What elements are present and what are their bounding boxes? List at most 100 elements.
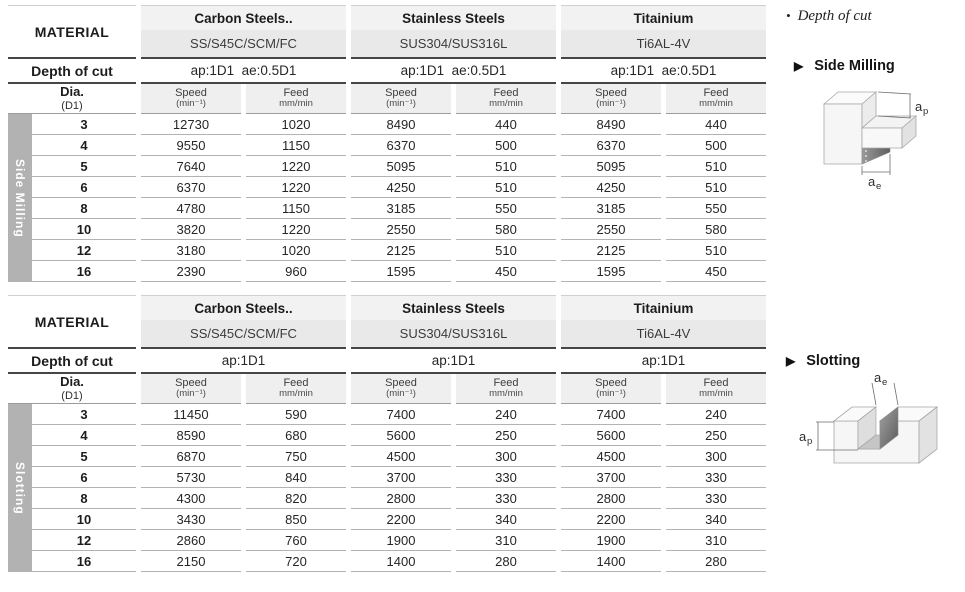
cutting-conditions-table: MATERIAL Carbon Steels.. Stainless Steel…: [8, 5, 766, 282]
speed-unit: (min⁻¹): [386, 388, 416, 400]
speed-header: Speed (min⁻¹): [561, 84, 661, 114]
data-cell: 550: [666, 198, 766, 219]
data-cell: 550: [456, 198, 556, 219]
data-cell: 280: [666, 551, 766, 572]
feed-unit: mm/min: [699, 98, 733, 110]
data-cell: 1900: [561, 530, 661, 551]
data-cell: 1400: [351, 551, 451, 572]
feed-header: Feed mm/min: [246, 84, 346, 114]
data-cell: 3820: [141, 219, 241, 240]
triangle-marker-icon: ▶: [786, 354, 796, 368]
depth-of-cut-header: Depth of cut: [8, 57, 136, 84]
dia-cell: 6: [32, 467, 136, 488]
data-cell: 330: [456, 488, 556, 509]
data-cell: 2125: [561, 240, 661, 261]
data-cell: 1220: [246, 156, 346, 177]
data-cell: 11450: [141, 404, 241, 425]
material-group-name: Carbon Steels..: [141, 295, 346, 320]
data-cell: 1900: [351, 530, 451, 551]
ae-label: a: [868, 174, 876, 189]
depth-of-cut-note: • Depth of cut: [780, 8, 965, 25]
depth-of-cut-value: ap:1D1: [141, 347, 346, 374]
slotting-heading: ▶ Slotting: [786, 353, 948, 369]
dia-cell: 6: [32, 177, 136, 198]
speed-unit: (min⁻¹): [596, 388, 626, 400]
feed-unit: mm/min: [279, 388, 313, 400]
data-cell: 2200: [561, 509, 661, 530]
dia-cell: 12: [32, 530, 136, 551]
speed-label: Speed: [595, 87, 627, 100]
speed-header: Speed (min⁻¹): [561, 374, 661, 404]
data-cell: 240: [666, 404, 766, 425]
data-cell: 330: [456, 467, 556, 488]
data-cell: 250: [456, 425, 556, 446]
side-milling-section: ▶ Side Milling: [794, 58, 937, 190]
dia-cell: 4: [32, 425, 136, 446]
dia-label: Dia.: [60, 374, 84, 390]
material-group-name: Titainium: [561, 5, 766, 30]
material-header: MATERIAL: [8, 295, 136, 347]
data-cell: 580: [666, 219, 766, 240]
feed-header: Feed mm/min: [456, 374, 556, 404]
data-cell: 450: [666, 261, 766, 282]
data-cell: 1020: [246, 240, 346, 261]
dia-cell: 12: [32, 240, 136, 261]
data-cell: 1220: [246, 219, 346, 240]
dia-label: Dia.: [60, 84, 84, 100]
data-cell: 2200: [351, 509, 451, 530]
data-cell: 850: [246, 509, 346, 530]
slotting-title: Slotting: [806, 353, 861, 369]
data-cell: 4300: [141, 488, 241, 509]
depth-of-cut-value: ap:1D1 ae:0.5D1: [561, 57, 766, 84]
dia-cell: 8: [32, 488, 136, 509]
data-cell: 960: [246, 261, 346, 282]
data-cell: 720: [246, 551, 346, 572]
bullet-icon: •: [786, 8, 791, 23]
data-cell: 500: [456, 135, 556, 156]
feed-header: Feed mm/min: [246, 374, 346, 404]
feed-unit: mm/min: [279, 98, 313, 110]
data-cell: 840: [246, 467, 346, 488]
ap-label: a: [915, 99, 923, 114]
data-cell: 240: [456, 404, 556, 425]
data-cell: 2550: [351, 219, 451, 240]
data-cell: 8590: [141, 425, 241, 446]
speed-unit: (min⁻¹): [176, 98, 206, 110]
data-cell: 2550: [561, 219, 661, 240]
ap-label: a: [799, 429, 807, 444]
dia-cell: 16: [32, 261, 136, 282]
data-cell: 300: [666, 446, 766, 467]
side-milling-heading: ▶ Side Milling: [794, 58, 937, 74]
data-cell: 590: [246, 404, 346, 425]
dia-cell: 4: [32, 135, 136, 156]
material-grade: SS/S45C/SCM/FC: [141, 320, 346, 347]
material-grade: SUS304/SUS316L: [351, 320, 556, 347]
ae-sub-label: e: [876, 181, 881, 190]
data-cell: 330: [666, 467, 766, 488]
data-cell: 510: [456, 156, 556, 177]
dia-cell: 3: [32, 114, 136, 135]
data-cell: 760: [246, 530, 346, 551]
speed-header: Speed (min⁻¹): [351, 374, 451, 404]
data-cell: 510: [456, 240, 556, 261]
feed-header: Feed mm/min: [456, 84, 556, 114]
data-cell: 310: [456, 530, 556, 551]
data-cell: 300: [456, 446, 556, 467]
tables-area: MATERIAL Carbon Steels.. Stainless Steel…: [8, 5, 766, 585]
material-group-name: Stainless Steels: [351, 295, 556, 320]
ae-sub-label: e: [882, 377, 887, 388]
data-cell: 2800: [351, 488, 451, 509]
section-side-label: Slotting: [8, 404, 32, 572]
dia-cell: 8: [32, 198, 136, 219]
data-cell: 1595: [561, 261, 661, 282]
data-cell: 7640: [141, 156, 241, 177]
data-cell: 440: [666, 114, 766, 135]
depth-of-cut-value: ap:1D1: [351, 347, 556, 374]
data-cell: 440: [456, 114, 556, 135]
feed-label: Feed: [703, 377, 729, 390]
data-cell: 4500: [561, 446, 661, 467]
data-cell: 6870: [141, 446, 241, 467]
data-cell: 580: [456, 219, 556, 240]
speed-header: Speed (min⁻¹): [141, 374, 241, 404]
feed-unit: mm/min: [489, 388, 523, 400]
